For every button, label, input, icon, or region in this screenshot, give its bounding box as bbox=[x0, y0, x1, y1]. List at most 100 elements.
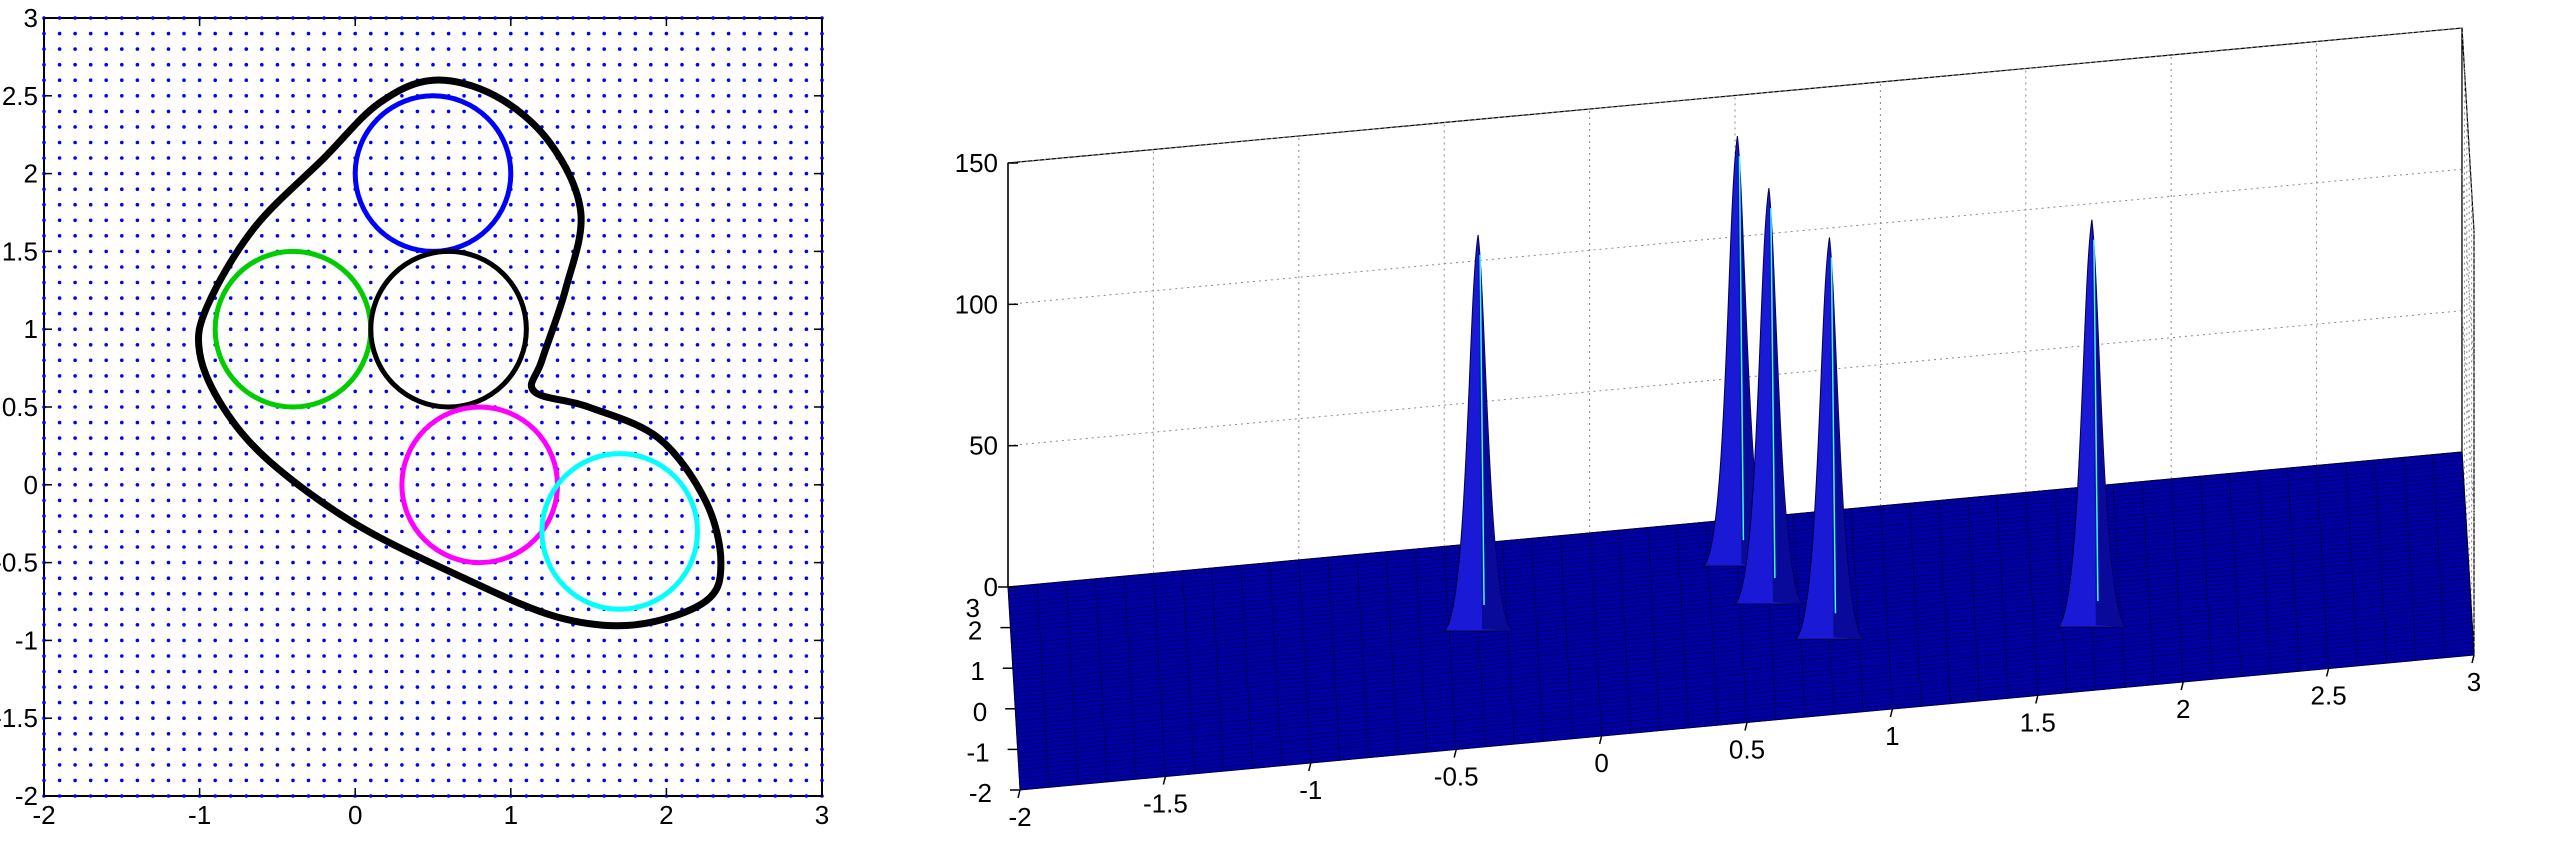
grid-point bbox=[789, 78, 793, 82]
grid-point bbox=[384, 420, 389, 425]
grid-point bbox=[493, 140, 498, 145]
grid-point bbox=[353, 31, 358, 36]
grid-point bbox=[400, 420, 404, 425]
grid-point bbox=[306, 483, 311, 487]
grid-point bbox=[135, 498, 140, 503]
grid-point bbox=[804, 545, 809, 549]
grid-point bbox=[197, 125, 202, 129]
grid-point bbox=[415, 140, 420, 145]
grid-point bbox=[337, 545, 342, 549]
grid-point bbox=[602, 732, 606, 736]
grid-point bbox=[151, 140, 155, 145]
grid-point bbox=[369, 16, 373, 20]
grid-point bbox=[586, 125, 591, 129]
grid-point bbox=[151, 669, 155, 674]
grid-point bbox=[633, 265, 638, 269]
grid-point bbox=[306, 16, 311, 20]
grid-point bbox=[649, 109, 653, 114]
grid-point bbox=[135, 451, 140, 456]
grid-point bbox=[633, 700, 638, 705]
grid-point bbox=[617, 234, 622, 238]
grid-point bbox=[571, 436, 575, 440]
grid-point bbox=[695, 358, 700, 363]
grid-point bbox=[120, 654, 124, 658]
grid-point bbox=[446, 218, 451, 223]
grid-point bbox=[602, 498, 606, 503]
grid-point bbox=[415, 451, 420, 456]
grid-point bbox=[275, 47, 280, 51]
grid-point bbox=[586, 436, 591, 440]
grid-point bbox=[353, 685, 358, 689]
grid-point bbox=[384, 187, 389, 191]
grid-point bbox=[166, 358, 171, 363]
grid-point bbox=[42, 343, 46, 347]
grid-point bbox=[493, 156, 498, 160]
grid-point bbox=[57, 607, 62, 612]
z-grid-line bbox=[1007, 310, 2475, 514]
grid-point bbox=[789, 156, 793, 160]
grid-point bbox=[244, 794, 249, 798]
grid-point bbox=[182, 343, 186, 347]
grid-point bbox=[166, 436, 171, 440]
grid-point bbox=[120, 47, 124, 51]
grid-point bbox=[509, 778, 513, 783]
grid-point bbox=[88, 405, 93, 409]
grid-point bbox=[602, 125, 606, 129]
grid-point bbox=[275, 125, 280, 129]
grid-point bbox=[804, 327, 809, 332]
grid-point bbox=[446, 483, 451, 487]
grid-point bbox=[789, 638, 793, 643]
grid-point bbox=[789, 514, 793, 518]
grid-point bbox=[431, 436, 435, 440]
grid-point bbox=[571, 389, 575, 394]
grid-point bbox=[758, 265, 762, 269]
grid-point bbox=[88, 420, 93, 425]
grid-point bbox=[555, 47, 560, 51]
grid-point bbox=[540, 716, 544, 720]
grid-point bbox=[446, 358, 451, 363]
grid-point bbox=[182, 794, 186, 798]
grid-point bbox=[820, 125, 824, 129]
grid-point bbox=[571, 732, 575, 736]
grid-point bbox=[742, 16, 746, 20]
grid-point bbox=[182, 669, 186, 674]
grid-point bbox=[135, 420, 140, 425]
grid-point bbox=[260, 747, 264, 752]
grid-point bbox=[228, 529, 233, 534]
grid-point bbox=[789, 358, 793, 363]
grid-point bbox=[337, 591, 342, 596]
grid-point bbox=[649, 78, 653, 82]
grid-point bbox=[151, 249, 155, 254]
grid-point bbox=[57, 623, 62, 627]
grid-point bbox=[555, 125, 560, 129]
grid-point bbox=[291, 358, 295, 363]
grid-point bbox=[431, 591, 435, 596]
grid-point bbox=[213, 591, 217, 596]
grid-point bbox=[446, 654, 451, 658]
grid-point bbox=[228, 716, 233, 720]
grid-point bbox=[571, 685, 575, 689]
grid-point bbox=[571, 47, 575, 51]
grid-point bbox=[275, 700, 280, 705]
grid-point bbox=[586, 483, 591, 487]
grid-point bbox=[369, 436, 373, 440]
grid-point bbox=[73, 296, 77, 300]
grid-point bbox=[680, 498, 684, 503]
grid-point bbox=[135, 265, 140, 269]
grid-point bbox=[680, 716, 684, 720]
grid-point bbox=[104, 311, 108, 316]
grid-point bbox=[773, 249, 778, 254]
grid-point bbox=[649, 420, 653, 425]
grid-point bbox=[664, 436, 669, 440]
grid-point bbox=[369, 171, 373, 176]
grid-point bbox=[617, 47, 622, 51]
grid-point bbox=[586, 514, 591, 518]
x-tick-label: 3 bbox=[2467, 667, 2481, 697]
grid-point bbox=[789, 560, 793, 565]
grid-point bbox=[509, 31, 513, 36]
grid-point bbox=[197, 763, 202, 767]
grid-point bbox=[602, 405, 606, 409]
grid-point bbox=[711, 638, 715, 643]
grid-point bbox=[540, 343, 544, 347]
grid-point bbox=[664, 202, 669, 207]
